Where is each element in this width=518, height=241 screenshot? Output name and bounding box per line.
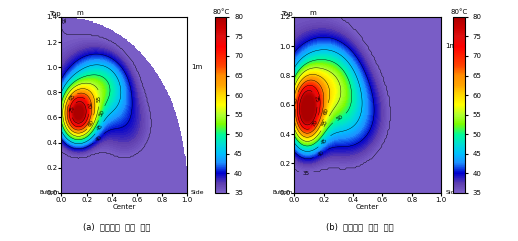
Text: 75: 75 [313, 94, 320, 103]
Text: 35: 35 [303, 171, 310, 176]
Text: (a)  굴삭기에  의한  교반: (a) 굴삭기에 의한 교반 [83, 222, 150, 231]
Text: 65: 65 [68, 94, 76, 102]
Text: 70: 70 [311, 119, 319, 127]
Text: 35: 35 [60, 17, 65, 24]
Text: 60: 60 [323, 107, 329, 115]
Text: 70: 70 [85, 101, 92, 110]
Text: 55: 55 [321, 119, 329, 128]
Text: Buttom: Buttom [40, 190, 60, 195]
Text: 65: 65 [293, 96, 299, 104]
Text: Side: Side [191, 190, 205, 195]
Text: m: m [309, 10, 316, 16]
Title: 80°C: 80°C [212, 9, 229, 15]
Text: 55: 55 [97, 95, 102, 102]
Text: 40: 40 [94, 134, 103, 142]
Text: Top: Top [49, 11, 60, 17]
Text: 1m: 1m [191, 64, 202, 70]
X-axis label: Center: Center [112, 204, 136, 210]
Text: 60: 60 [87, 119, 95, 127]
Text: 50: 50 [98, 109, 106, 117]
X-axis label: Center: Center [356, 204, 380, 210]
Text: Top: Top [281, 11, 293, 17]
Title: 80°C: 80°C [450, 9, 468, 15]
Text: 1m: 1m [445, 43, 457, 49]
Text: 40: 40 [316, 150, 325, 158]
Text: 45: 45 [320, 137, 328, 146]
Text: (b)  시작기에  의한  교반: (b) 시작기에 의한 교반 [326, 222, 394, 231]
Text: 50: 50 [335, 114, 344, 122]
Text: m: m [77, 10, 83, 16]
Text: Buttom: Buttom [273, 190, 293, 195]
Text: Side: Side [445, 190, 459, 195]
Text: 75: 75 [69, 105, 76, 113]
Text: 45: 45 [95, 124, 104, 132]
